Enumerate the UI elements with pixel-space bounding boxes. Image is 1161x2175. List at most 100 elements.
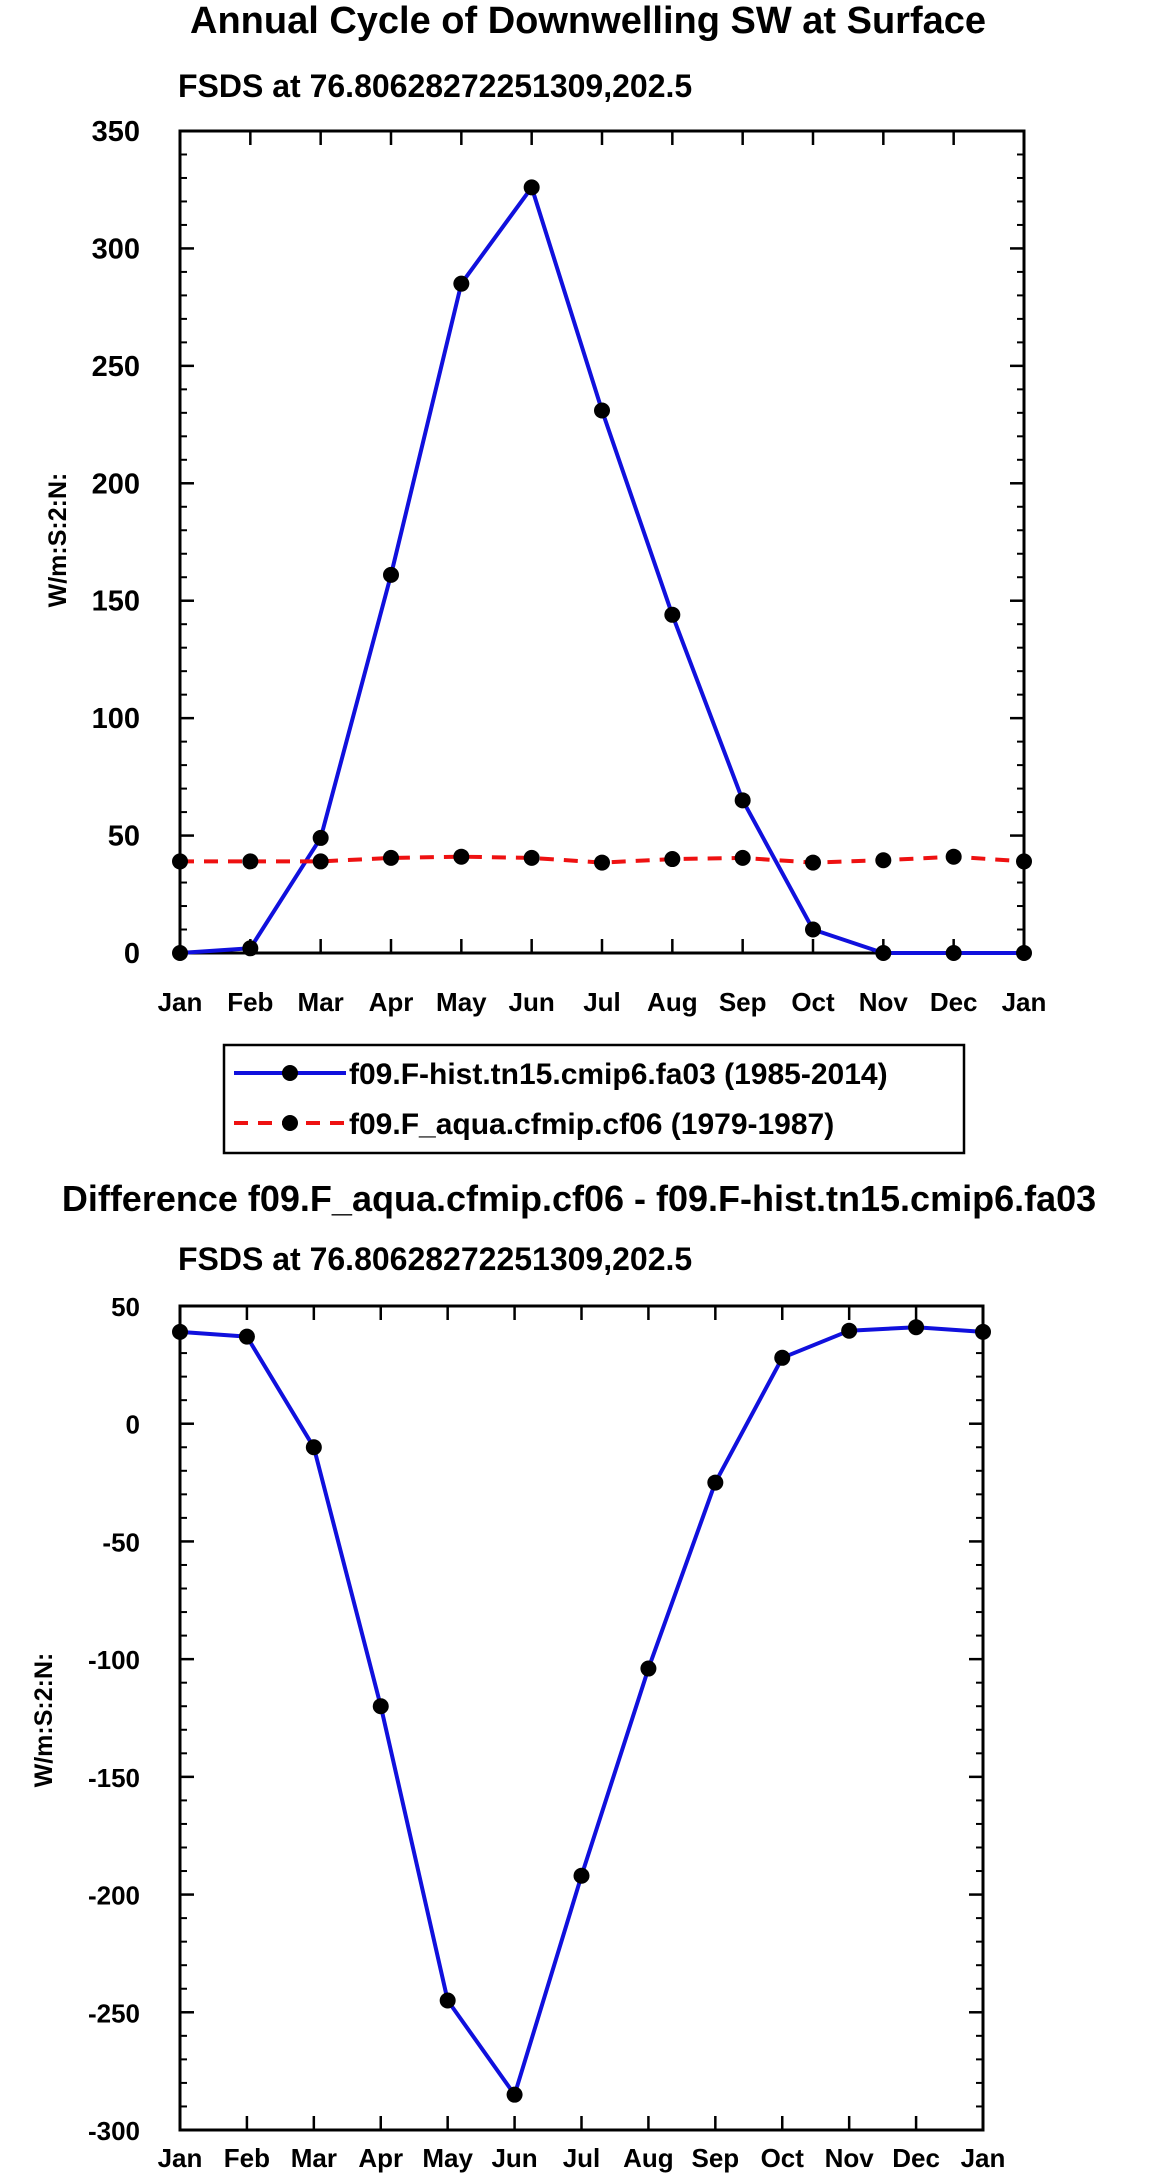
- x-tick-label: Dec: [930, 987, 978, 1017]
- x-tick-label: Dec: [892, 2143, 940, 2173]
- x-tick-label: Jan: [961, 2143, 1006, 2173]
- data-point: [594, 854, 610, 871]
- x-tick-label: Jan: [158, 987, 203, 1017]
- data-point: [523, 849, 540, 866]
- x-tick-label: Nov: [859, 987, 909, 1017]
- data-point: [312, 853, 329, 870]
- x-tick-label: Mar: [298, 987, 344, 1017]
- data-point: [640, 1660, 657, 1677]
- bottom-chart-difference: Difference f09.F_aqua.cfmip.cf06 - f09.F…: [30, 1178, 1096, 2173]
- y-tick-label: 300: [92, 233, 140, 265]
- series-line: [179, 185, 1024, 955]
- x-tick-label: Oct: [791, 987, 835, 1017]
- data-point: [664, 606, 681, 623]
- x-tick-label: Sep: [719, 987, 767, 1017]
- y-tick-label: 0: [124, 938, 140, 970]
- plot-frame: [178, 129, 1026, 955]
- x-tick-label: Jul: [563, 2143, 601, 2173]
- y-axis-label: W/m:S:2:N:: [44, 473, 72, 608]
- data-point: [734, 849, 751, 866]
- y-tick-label: 0: [126, 1410, 140, 1440]
- series-line: [179, 1325, 984, 2097]
- data-point: [945, 848, 962, 865]
- y-tick-label: 100: [92, 703, 140, 735]
- legend-label-aqua: f09.F_aqua.cfmip.cf06 (1979-1987): [349, 1108, 834, 1141]
- data-point: [383, 849, 399, 866]
- data-point: [312, 829, 329, 846]
- x-tick-label: May: [436, 987, 487, 1017]
- y-tick-label: -150: [88, 1763, 140, 1793]
- data-point: [805, 854, 821, 871]
- data-point: [841, 1322, 858, 1339]
- data-point: [172, 945, 188, 961]
- chart-subtitle: FSDS at 76.80628272251309,202.5: [178, 68, 692, 104]
- chart-subtitle: FSDS at 76.80628272251309,202.5: [178, 1241, 692, 1277]
- x-tick-label: Apr: [369, 987, 414, 1017]
- series-0: [172, 179, 1032, 961]
- data-point: [439, 1992, 456, 2009]
- data-point: [453, 275, 470, 292]
- y-tick-label: -250: [88, 1998, 140, 2028]
- y-tick-label: 350: [92, 116, 140, 148]
- data-point: [172, 1323, 188, 1340]
- data-point: [734, 792, 751, 809]
- x-axis: Jan Feb Mar Apr May Jun Jul Aug Sep Oct Nov Dec Jan: [158, 131, 1047, 1017]
- legend: f09.F-hist.tn15.cmip6.fa03 (1985-2014) f…: [222, 1043, 966, 1155]
- x-axis: Jan Feb Mar Apr May Jun Jul Aug Sep Oct Nov Dec Jan: [158, 1306, 1006, 2173]
- y-axis: 0 50 100 150 200 250 300 350: [92, 116, 1024, 970]
- data-point: [594, 402, 610, 419]
- y-tick-label: 50: [111, 1292, 140, 1322]
- data-point: [506, 2086, 523, 2103]
- data-point: [774, 1349, 791, 1366]
- data-point: [172, 853, 188, 870]
- x-tick-label: Nov: [825, 2143, 875, 2173]
- x-tick-label: Oct: [761, 2143, 805, 2173]
- x-tick-label: Jan: [1002, 987, 1047, 1017]
- data-point: [1016, 853, 1032, 870]
- data-point: [707, 1474, 724, 1491]
- series-0: [172, 1319, 991, 2103]
- x-tick-label: Jun: [509, 987, 555, 1017]
- y-axis-label: W/m:S:2:N:: [30, 1653, 58, 1788]
- chart-title: Annual Cycle of Downwelling SW at Surfac…: [190, 0, 986, 42]
- data-point: [875, 945, 892, 961]
- data-point: [875, 852, 892, 869]
- y-tick-label: -300: [88, 2116, 140, 2146]
- x-tick-label: Apr: [358, 2143, 403, 2173]
- x-tick-label: Aug: [623, 2143, 674, 2173]
- data-point: [664, 851, 681, 868]
- series-1: [172, 848, 1032, 871]
- chart-title: Difference f09.F_aqua.cfmip.cf06 - f09.F…: [62, 1178, 1096, 1219]
- legend-label-hist: f09.F-hist.tn15.cmip6.fa03 (1985-2014): [349, 1058, 888, 1091]
- legend-marker-aqua: [282, 1115, 298, 1131]
- data-point: [242, 853, 259, 870]
- x-tick-label: Jul: [583, 987, 621, 1017]
- data-point: [453, 848, 470, 865]
- y-tick-label: 200: [92, 468, 140, 500]
- y-axis: -300 -250 -200 -150 -100 -50 0 50: [88, 1292, 983, 2146]
- plot-frame: [178, 1304, 985, 2132]
- data-point: [908, 1319, 925, 1336]
- x-tick-label: Feb: [224, 2143, 270, 2173]
- data-point: [238, 1328, 255, 1345]
- y-tick-label: 150: [92, 586, 140, 618]
- legend-marker-hist: [282, 1065, 298, 1081]
- legend-entry-hist: f09.F-hist.tn15.cmip6.fa03 (1985-2014): [234, 1058, 888, 1091]
- data-point: [242, 940, 259, 957]
- y-tick-label: 250: [92, 351, 140, 383]
- legend-entry-aqua: f09.F_aqua.cfmip.cf06 (1979-1987): [234, 1108, 834, 1141]
- y-tick-label: -100: [88, 1645, 140, 1675]
- x-tick-label: Jan: [158, 2143, 203, 2173]
- y-tick-label: -50: [102, 1527, 140, 1557]
- x-tick-label: Feb: [227, 987, 273, 1017]
- data-point: [305, 1439, 322, 1456]
- data-point: [1016, 945, 1032, 961]
- x-tick-label: May: [422, 2143, 473, 2173]
- y-tick-label: 50: [108, 821, 140, 853]
- x-tick-label: Jun: [491, 2143, 537, 2173]
- x-tick-label: Sep: [691, 2143, 739, 2173]
- data-point: [975, 1323, 991, 1340]
- data-point: [372, 1698, 389, 1715]
- data-point: [805, 921, 821, 938]
